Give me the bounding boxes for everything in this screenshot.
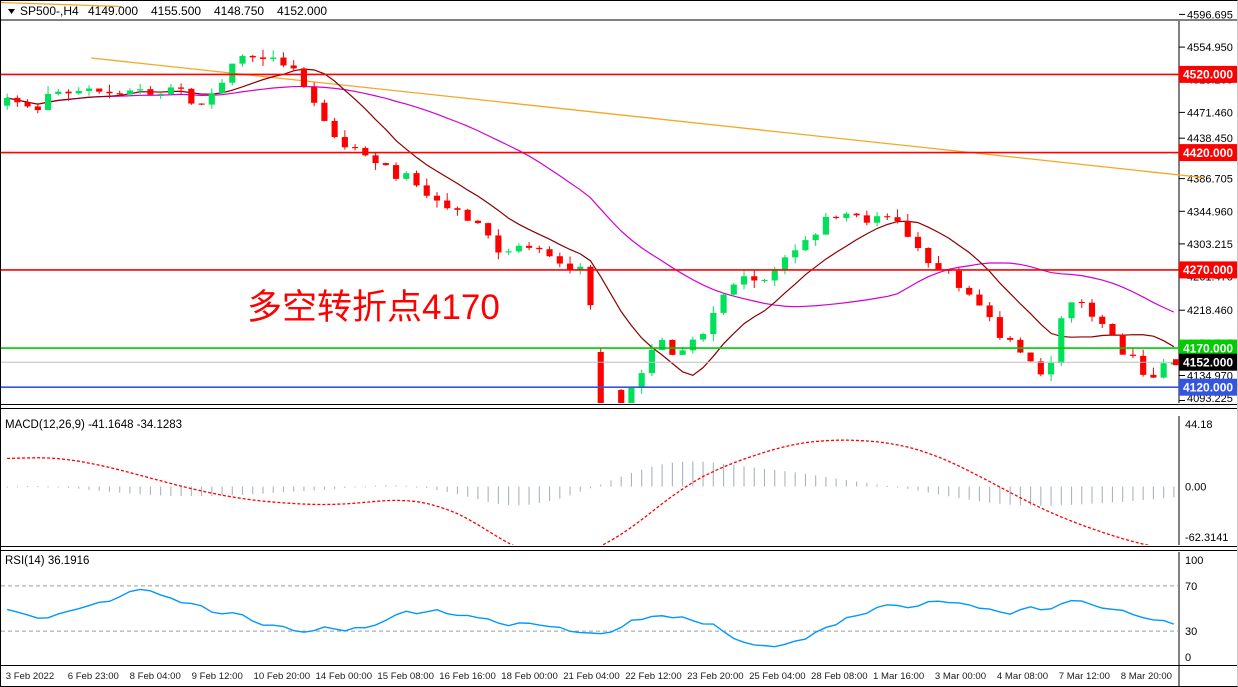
- svg-text:28 Feb 08:00: 28 Feb 08:00: [811, 671, 868, 682]
- svg-text:7 Mar 12:00: 7 Mar 12:00: [1059, 671, 1110, 682]
- svg-text:3 Mar 00:00: 3 Mar 00:00: [935, 671, 986, 682]
- svg-text:4120.000: 4120.000: [1183, 380, 1233, 394]
- svg-text:3 Feb 2022: 3 Feb 2022: [6, 671, 55, 682]
- svg-text:4386.705: 4386.705: [1187, 174, 1233, 186]
- svg-text:70: 70: [1185, 581, 1197, 593]
- svg-text:4152.000: 4152.000: [1183, 355, 1233, 369]
- svg-text:4554.950: 4554.950: [1187, 42, 1233, 54]
- svg-text:4152.000: 4152.000: [277, 4, 327, 18]
- svg-text:4596.695: 4596.695: [1187, 9, 1233, 21]
- svg-text:4218.460: 4218.460: [1187, 305, 1233, 317]
- svg-text:16 Feb 16:00: 16 Feb 16:00: [439, 671, 496, 682]
- svg-text:10 Feb 20:00: 10 Feb 20:00: [254, 671, 311, 682]
- svg-text:4420.000: 4420.000: [1183, 146, 1233, 160]
- svg-text:0: 0: [1185, 652, 1191, 664]
- svg-text:4149.000: 4149.000: [88, 4, 138, 18]
- svg-text:4471.460: 4471.460: [1187, 107, 1233, 119]
- svg-text:4520.000: 4520.000: [1183, 68, 1233, 82]
- svg-text:RSI(14) 36.1916: RSI(14) 36.1916: [5, 555, 89, 567]
- svg-text:4303.215: 4303.215: [1187, 239, 1233, 251]
- svg-text:8 Feb 04:00: 8 Feb 04:00: [130, 671, 181, 682]
- svg-text:4 Mar 08:00: 4 Mar 08:00: [997, 671, 1048, 682]
- svg-text:14 Feb 00:00: 14 Feb 00:00: [316, 671, 373, 682]
- svg-text:4270.000: 4270.000: [1183, 263, 1233, 277]
- svg-text:9 Feb 12:00: 9 Feb 12:00: [192, 671, 243, 682]
- svg-text:4438.450: 4438.450: [1187, 133, 1233, 145]
- svg-text:多空转折点4170: 多空转折点4170: [247, 288, 500, 327]
- svg-text:1 Mar 16:00: 1 Mar 16:00: [873, 671, 924, 682]
- svg-text:0.00: 0.00: [1185, 482, 1206, 494]
- svg-text:MACD(12,26,9) -41.1648 -34.128: MACD(12,26,9) -41.1648 -34.1283: [5, 419, 182, 431]
- svg-text:44.18: 44.18: [1185, 419, 1213, 431]
- svg-text:-62.3141: -62.3141: [1185, 532, 1228, 544]
- svg-text:8 Mar 20:00: 8 Mar 20:00: [1121, 671, 1172, 682]
- svg-text:4148.750: 4148.750: [214, 4, 264, 18]
- svg-text:100: 100: [1185, 555, 1203, 567]
- svg-text:SP500-,H4: SP500-,H4: [20, 4, 79, 18]
- svg-text:4170.000: 4170.000: [1183, 341, 1233, 355]
- svg-text:6 Feb 23:00: 6 Feb 23:00: [68, 671, 119, 682]
- svg-text:30: 30: [1185, 626, 1197, 638]
- svg-text:15 Feb 08:00: 15 Feb 08:00: [377, 671, 434, 682]
- svg-text:4344.960: 4344.960: [1187, 206, 1233, 218]
- svg-text:4155.500: 4155.500: [151, 4, 201, 18]
- svg-text:21 Feb 04:00: 21 Feb 04:00: [563, 671, 620, 682]
- svg-text:22 Feb 12:00: 22 Feb 12:00: [625, 671, 682, 682]
- svg-text:23 Feb 20:00: 23 Feb 20:00: [687, 671, 744, 682]
- svg-text:25 Feb 04:00: 25 Feb 04:00: [749, 671, 806, 682]
- svg-text:18 Feb 00:00: 18 Feb 00:00: [501, 671, 558, 682]
